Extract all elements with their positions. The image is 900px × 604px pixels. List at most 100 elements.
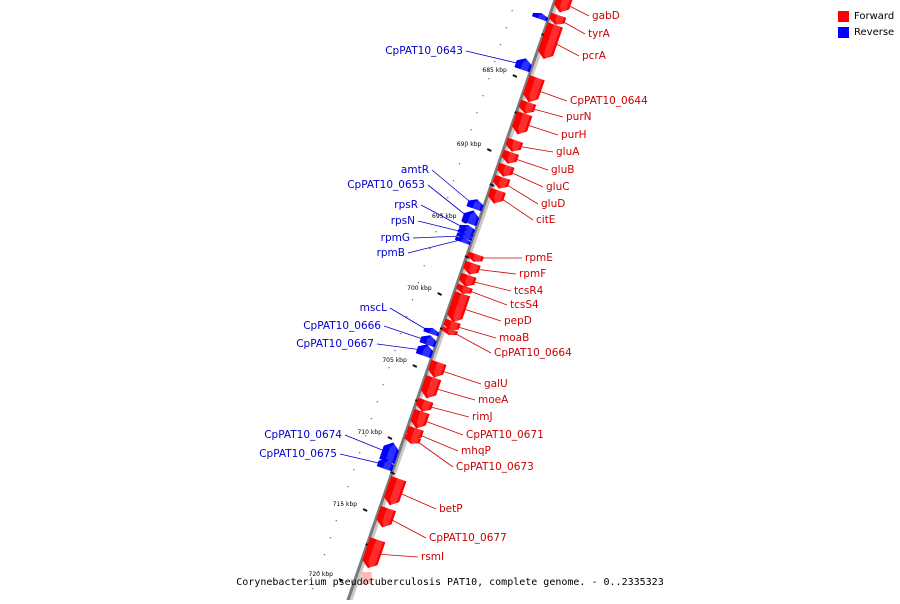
legend-reverse-label: Reverse	[854, 26, 895, 38]
gene-label-CpPAT10_0643: CpPAT10_0643	[385, 45, 463, 57]
track-dot	[482, 95, 484, 97]
forward-gene	[538, 22, 563, 60]
track-dot	[441, 214, 443, 216]
reverse-gene	[376, 459, 394, 472]
gene-highlight	[524, 101, 534, 115]
leader-line	[529, 107, 564, 118]
gene-label-CpPAT10_0675: CpPAT10_0675	[259, 448, 337, 460]
gene-highlight	[511, 139, 521, 153]
reverse-gene	[415, 344, 434, 359]
reverse-swatch	[838, 26, 849, 38]
forward-gene	[497, 162, 515, 178]
track-dot	[323, 554, 326, 556]
tick-label: 715 kbp	[333, 501, 358, 508]
gene-highlight	[503, 164, 513, 178]
gene-body	[384, 476, 407, 506]
track-dot	[394, 350, 396, 352]
reverse-gene	[466, 199, 484, 212]
leader-line	[407, 239, 461, 254]
leader-line	[452, 331, 492, 354]
track-dot	[493, 61, 496, 63]
leader-line	[397, 491, 437, 510]
gene-label-pepD: pepD	[504, 315, 532, 327]
gene-body	[415, 344, 434, 359]
gene-body	[554, 0, 574, 13]
gene-body	[467, 251, 484, 262]
tick-label: 700 kbp	[407, 285, 432, 292]
track-dot	[359, 452, 361, 454]
gene-highlight	[449, 320, 459, 332]
gene-highlight	[498, 176, 509, 190]
gene-highlight	[385, 443, 397, 464]
track-dot	[511, 10, 513, 12]
tick-label: 705 kbp	[382, 357, 407, 364]
track-dot	[388, 367, 390, 369]
reverse-gene	[461, 210, 480, 227]
reverse-gene	[379, 442, 399, 465]
gene-body	[415, 397, 434, 412]
leader-line	[421, 419, 464, 436]
minor-tick	[464, 255, 470, 259]
track-dot	[405, 316, 408, 318]
gene-highlight	[469, 262, 479, 276]
track-dot	[341, 503, 343, 505]
gene-label-rpsN: rpsN	[391, 215, 415, 227]
gene-label-CpPAT10_0666: CpPAT10_0666	[303, 320, 381, 332]
gene-body	[456, 283, 473, 294]
gene-body	[420, 374, 442, 399]
forward-gene	[459, 272, 477, 288]
gene-highlight	[462, 234, 471, 241]
gene-body	[443, 318, 461, 331]
backbone-line	[345, 0, 557, 604]
leader-line	[389, 307, 430, 332]
track-dot	[329, 537, 332, 539]
reverse-gene	[423, 327, 440, 337]
gene-body	[459, 272, 477, 287]
forward-gene	[463, 260, 481, 276]
reverse-gene	[419, 335, 437, 348]
track-dot	[488, 78, 490, 80]
gene-highlight	[434, 361, 445, 379]
leader-line	[439, 369, 482, 385]
gene-highlight	[390, 478, 405, 506]
leader-line	[414, 439, 454, 468]
legend: Forward Reverse	[838, 8, 894, 40]
gene-highlight	[465, 274, 475, 288]
leader-line	[507, 170, 544, 188]
leader-line	[516, 145, 554, 153]
gene-body	[463, 260, 481, 275]
tick-label: 695 kbp	[432, 213, 457, 220]
gene-body	[549, 12, 567, 25]
leader-lines	[339, 3, 590, 558]
gene-body	[410, 408, 430, 429]
track-dot	[499, 44, 502, 46]
gene-highlight	[518, 113, 531, 136]
gene-body	[419, 335, 437, 348]
gene-highlight	[422, 399, 432, 413]
faded-gene	[361, 572, 372, 584]
leader-line	[460, 307, 502, 322]
gene-highlight	[429, 328, 438, 336]
gene-label-citE: citE	[536, 214, 555, 226]
leader-line	[344, 434, 388, 453]
gene-label-galU: galU	[484, 378, 508, 390]
gene-label-purN: purN	[566, 111, 592, 123]
gene-highlight	[520, 58, 530, 72]
track-dot	[447, 197, 449, 199]
leader-line	[417, 433, 459, 452]
gene-label-tyrA: tyrA	[588, 28, 611, 40]
gene-body	[538, 22, 563, 60]
gene-label-gluC: gluC	[546, 181, 570, 193]
leader-line	[420, 204, 465, 229]
gene-highlight	[467, 211, 477, 226]
gene-label-rpmF: rpmF	[519, 268, 546, 280]
gene-highlight	[425, 335, 435, 347]
genes-layer	[361, 0, 574, 584]
track-dot	[458, 163, 461, 165]
gene-label-mhqP: mhqP	[461, 445, 491, 457]
gene-highlight	[537, 13, 546, 21]
leader-line	[535, 89, 568, 102]
forward-gene	[512, 110, 533, 136]
gene-label-tcsR4: tcsR4	[514, 285, 544, 297]
